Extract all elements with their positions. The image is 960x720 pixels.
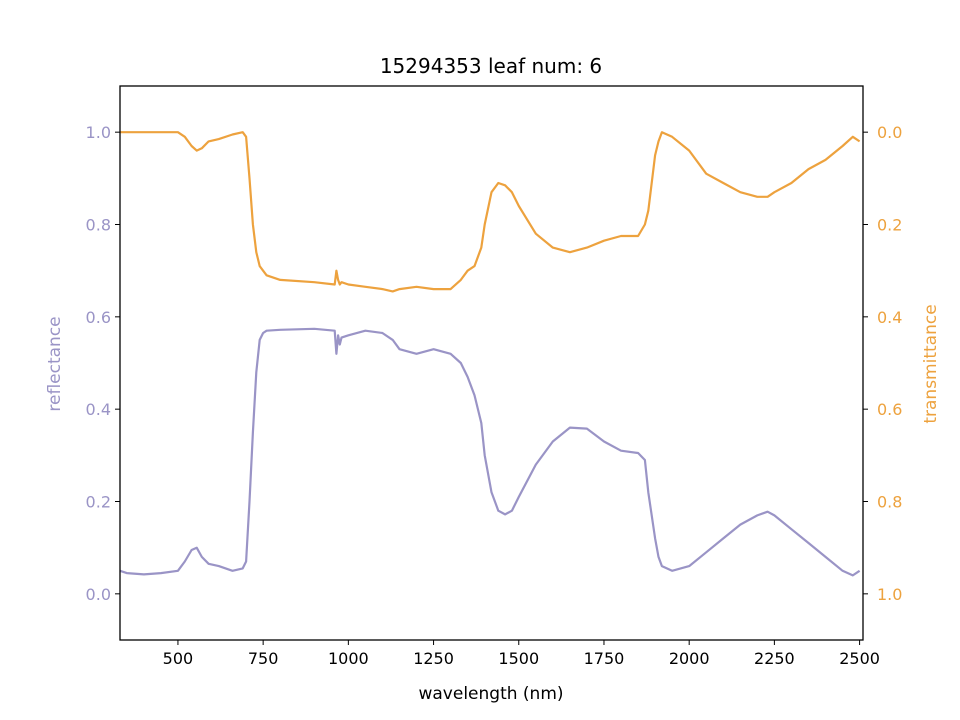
x-tick-label: 500 xyxy=(163,649,194,668)
right-y-tick-label: 0.0 xyxy=(877,123,902,142)
right-y-tick-label: 1.0 xyxy=(877,585,902,604)
right-y-axis-label: transmittance xyxy=(921,304,941,423)
left-y-tick-label: 0.2 xyxy=(86,493,111,512)
x-tick-label: 2500 xyxy=(839,649,880,668)
x-tick-label: 2000 xyxy=(669,649,710,668)
x-tick-label: 750 xyxy=(248,649,279,668)
chart-title: 15294353 leaf num: 6 xyxy=(380,54,602,78)
left-y-tick-label: 0.6 xyxy=(86,308,111,327)
right-y-tick-label: 0.8 xyxy=(877,493,902,512)
left-y-tick-label: 0.8 xyxy=(86,216,111,235)
x-tick-label: 1000 xyxy=(328,649,369,668)
left-y-axis-label: reflectance xyxy=(45,316,65,411)
x-tick-label: 1250 xyxy=(413,649,454,668)
x-tick-label: 2250 xyxy=(754,649,795,668)
transmittance-series-line xyxy=(120,131,861,293)
left-y-tick-label: 0.0 xyxy=(86,585,111,604)
plot-frame xyxy=(119,85,864,641)
left-y-tick-label: 0.4 xyxy=(86,400,111,419)
right-y-tick-label: 0.2 xyxy=(877,216,902,235)
right-y-tick-label: 0.4 xyxy=(877,308,902,327)
left-y-tick-label: 1.0 xyxy=(86,123,111,142)
x-tick-label: 1750 xyxy=(584,649,625,668)
plot-area xyxy=(119,131,861,577)
right-y-tick-label: 0.6 xyxy=(877,400,902,419)
x-tick-label: 1500 xyxy=(498,649,539,668)
x-axis-label: wavelength (nm) xyxy=(418,684,563,704)
axes: 500 750 1000 1250 1500 1750 2000 2250 2500 0.0 0.2… xyxy=(86,85,902,668)
reflectance-series-line xyxy=(119,327,861,577)
